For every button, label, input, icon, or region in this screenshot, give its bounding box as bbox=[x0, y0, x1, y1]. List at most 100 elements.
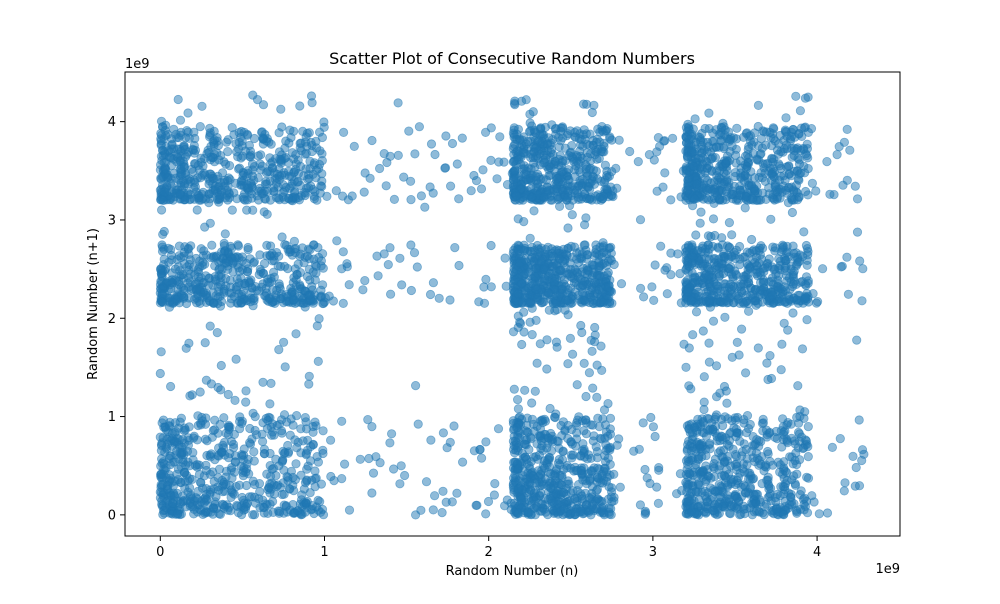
scatter-point bbox=[194, 193, 204, 203]
scatter-point bbox=[771, 269, 781, 279]
scatter-point bbox=[312, 321, 322, 331]
scatter-point bbox=[225, 480, 235, 490]
scatter-point bbox=[682, 256, 692, 267]
scatter-point bbox=[329, 475, 339, 486]
scatter-point bbox=[547, 504, 557, 514]
scatter-point bbox=[777, 414, 788, 424]
scatter-point bbox=[519, 327, 529, 337]
scatter-point bbox=[247, 434, 257, 444]
scatter-point bbox=[756, 459, 766, 469]
scatter-point bbox=[743, 157, 753, 167]
scatter-point bbox=[500, 253, 510, 263]
scatter-point bbox=[684, 343, 694, 353]
scatter-point bbox=[234, 480, 245, 490]
scatter-point bbox=[755, 289, 765, 299]
scatter-point bbox=[195, 122, 205, 132]
scatter-point bbox=[296, 138, 306, 148]
scatter-point bbox=[397, 280, 407, 290]
scatter-point bbox=[199, 168, 209, 178]
scatter-point bbox=[452, 159, 462, 169]
scatter-point bbox=[551, 409, 561, 419]
scatter-point bbox=[854, 415, 864, 425]
scatter-point bbox=[197, 416, 208, 426]
scatter-point bbox=[241, 258, 251, 269]
scatter-point bbox=[671, 489, 682, 499]
scatter-point bbox=[649, 295, 659, 305]
scatter-point bbox=[594, 137, 605, 147]
scatter-point bbox=[161, 165, 171, 175]
scatter-point bbox=[779, 489, 789, 499]
scatter-point bbox=[223, 389, 233, 400]
scatter-point bbox=[476, 184, 487, 194]
scatter-point bbox=[489, 490, 499, 500]
scatter-point bbox=[276, 415, 287, 425]
scatter-point bbox=[200, 338, 210, 348]
scatter-point bbox=[542, 139, 552, 149]
scatter-point bbox=[582, 265, 593, 275]
scatter-point bbox=[388, 464, 399, 474]
scatter-point bbox=[285, 484, 295, 494]
scatter-point bbox=[794, 159, 805, 169]
scatter-point bbox=[638, 418, 648, 428]
scatter-point bbox=[210, 425, 220, 435]
scatter-point bbox=[225, 505, 236, 516]
scatter-point bbox=[430, 149, 440, 160]
scatter-point bbox=[367, 421, 377, 432]
scatter-point bbox=[703, 263, 713, 273]
scatter-point bbox=[660, 168, 670, 178]
scatter-point bbox=[700, 123, 710, 134]
scatter-point bbox=[425, 182, 435, 192]
scatter-point bbox=[253, 151, 263, 161]
scatter-point bbox=[711, 279, 721, 289]
scatter-point bbox=[726, 252, 736, 262]
scatter-point bbox=[513, 311, 523, 321]
scatter-point bbox=[521, 169, 531, 179]
scatter-point bbox=[360, 168, 370, 178]
scatter-point bbox=[156, 347, 166, 357]
scatter-point bbox=[584, 164, 595, 174]
scatter-point bbox=[539, 192, 549, 202]
scatter-point bbox=[584, 493, 594, 503]
scatter-point bbox=[606, 242, 616, 252]
scatter-point bbox=[241, 397, 251, 407]
scatter-point bbox=[204, 179, 214, 189]
scatter-point bbox=[602, 124, 612, 134]
scatter-point bbox=[822, 157, 832, 167]
scatter-point bbox=[338, 247, 348, 257]
scatter-point bbox=[766, 373, 777, 384]
scatter-point bbox=[577, 288, 588, 298]
scatter-point bbox=[747, 193, 758, 204]
scatter-point bbox=[206, 152, 216, 162]
scatter-point bbox=[260, 194, 271, 204]
scatter-point bbox=[598, 191, 609, 201]
scatter-point bbox=[229, 442, 239, 453]
scatter-point bbox=[845, 145, 855, 155]
scatter-point bbox=[311, 136, 321, 146]
scatter-point bbox=[699, 372, 709, 382]
scatter-point bbox=[781, 113, 791, 123]
scatter-point bbox=[441, 131, 451, 141]
scatter-point bbox=[525, 233, 535, 243]
scatter-point bbox=[347, 191, 357, 201]
scatter-point bbox=[216, 360, 226, 371]
scatter-point bbox=[302, 271, 312, 282]
scatter-point bbox=[406, 240, 416, 250]
scatter-point bbox=[811, 298, 822, 308]
scatter-point bbox=[858, 264, 868, 274]
scatter-point bbox=[527, 329, 537, 340]
scatter-point bbox=[529, 206, 539, 216]
scatter-point bbox=[638, 292, 649, 302]
scatter-point bbox=[158, 195, 168, 205]
scatter-point bbox=[416, 191, 426, 201]
scatter-point bbox=[709, 254, 719, 264]
scatter-point bbox=[606, 510, 616, 520]
scatter-point bbox=[509, 98, 520, 109]
scatter-point bbox=[192, 459, 202, 470]
scatter-point bbox=[471, 500, 481, 510]
scatter-point bbox=[426, 435, 436, 445]
scatter-point bbox=[250, 479, 260, 490]
scatter-point bbox=[237, 450, 247, 460]
scatter-point bbox=[567, 453, 577, 463]
scatter-point bbox=[159, 289, 169, 299]
scatter-point bbox=[170, 294, 180, 304]
